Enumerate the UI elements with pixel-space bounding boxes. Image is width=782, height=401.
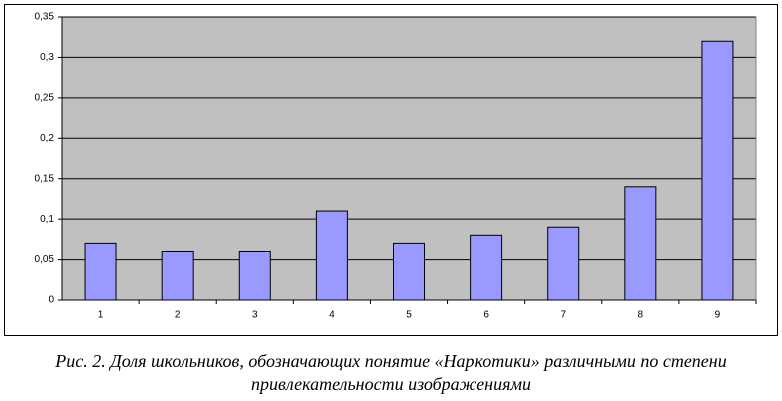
- bar: [84, 242, 117, 301]
- bar: [701, 40, 734, 301]
- x-tick-label: 6: [483, 310, 489, 321]
- x-tick-label: 7: [560, 310, 566, 321]
- bar: [547, 226, 580, 301]
- y-tick-label: 0,2: [40, 133, 54, 144]
- bar: [315, 210, 348, 301]
- x-tick-label: 1: [98, 310, 104, 321]
- x-tick-label: 4: [329, 310, 335, 321]
- x-tick-label: 2: [175, 310, 181, 321]
- y-tick-label: 0,05: [35, 254, 55, 265]
- bar: [470, 234, 503, 301]
- bar: [161, 250, 194, 301]
- y-tick-label: 0: [48, 295, 54, 306]
- caption: Рис. 2. Доля школьников, обозначающих по…: [55, 351, 727, 394]
- y-tick-label: 0,1: [40, 214, 54, 225]
- y-tick-label: 0,15: [35, 173, 55, 184]
- chart: 0 0,05 0,1 0,15 0,2 0,25 0,3 0,35 1 2 3 4 5 6 7 8 9: [4, 4, 778, 336]
- y-tick-label: 0,35: [35, 12, 55, 23]
- y-tick-label: 0,25: [35, 92, 55, 103]
- y-tick-label: 0,3: [40, 52, 54, 63]
- bar: [624, 186, 657, 301]
- x-tick-label: 5: [406, 310, 412, 321]
- x-tick-label: 9: [715, 310, 721, 321]
- x-tick-label: 3: [252, 310, 258, 321]
- bar: [393, 242, 425, 301]
- bar: [238, 250, 271, 301]
- x-tick-label: 8: [638, 310, 644, 321]
